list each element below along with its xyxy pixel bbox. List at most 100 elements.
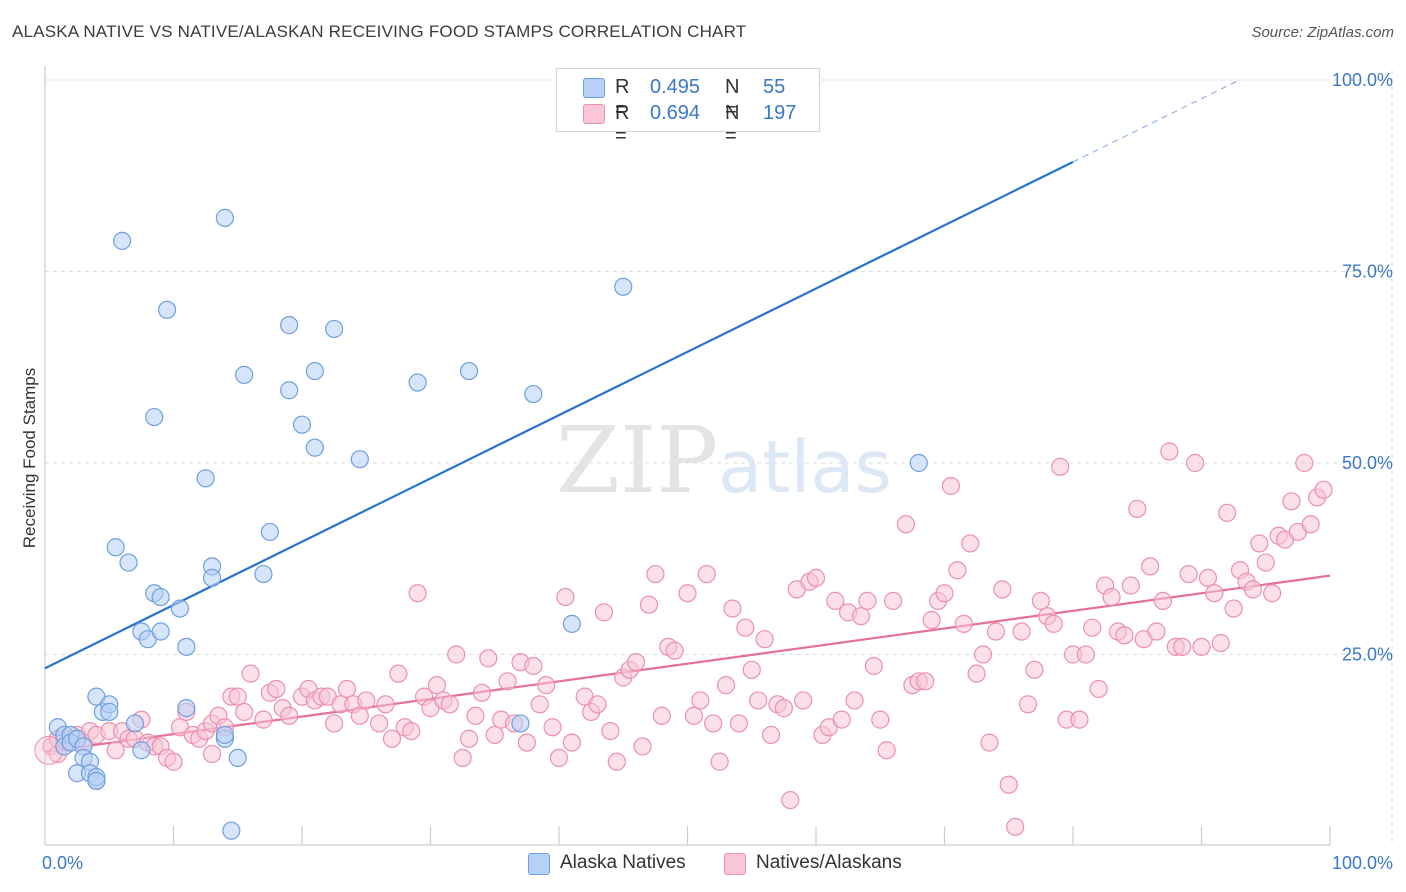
point-natives-alaskans [1070, 710, 1089, 729]
r-value: 0.495 [650, 76, 701, 98]
point-natives-alaskans [633, 737, 652, 756]
point-natives-alaskans [973, 645, 993, 664]
point-natives-alaskans [1243, 580, 1263, 599]
point-natives-alaskans [1192, 637, 1211, 656]
point-alaska-natives [254, 564, 273, 584]
point-natives-alaskans [479, 649, 498, 668]
series-natives-alaskans [34, 442, 1333, 836]
point-natives-alaskans [440, 695, 459, 714]
point-natives-alaskans [106, 741, 125, 760]
point-alaska-natives [562, 614, 581, 633]
point-natives-alaskans [267, 679, 286, 699]
point-natives-alaskans [427, 676, 447, 695]
n-value: 55 [763, 76, 786, 98]
point-natives-alaskans [1153, 591, 1173, 610]
point-natives-alaskans [325, 714, 344, 733]
point-natives-alaskans [1115, 626, 1134, 645]
point-natives-alaskans [684, 706, 704, 725]
point-natives-alaskans [376, 695, 395, 714]
point-natives-alaskans [408, 584, 427, 603]
point-alaska-natives [408, 373, 427, 392]
point-alaska-natives [145, 407, 164, 427]
regression-extension-alaska-natives [1072, 79, 1241, 163]
point-alaska-natives [106, 538, 125, 557]
point-natives-alaskans [941, 476, 961, 496]
point-alaska-natives [614, 277, 633, 296]
point-natives-alaskans [459, 729, 479, 748]
point-natives-alaskans [1102, 587, 1121, 607]
point-natives-alaskans [1198, 568, 1218, 588]
point-natives-alaskans [704, 714, 723, 733]
point-natives-alaskans [1089, 679, 1108, 699]
point-natives-alaskans [517, 733, 536, 752]
point-natives-alaskans [1179, 564, 1198, 584]
r-value: 0.694 [650, 102, 701, 124]
stats-swatch-pink [583, 104, 605, 124]
point-natives-alaskans [652, 706, 671, 725]
point-natives-alaskans [164, 752, 183, 771]
point-natives-alaskans [453, 748, 472, 768]
point-natives-alaskans [498, 672, 517, 691]
point-natives-alaskans [1076, 645, 1095, 664]
point-natives-alaskans [742, 660, 761, 679]
point-natives-alaskans [678, 584, 697, 603]
point-alaska-natives [524, 384, 543, 404]
point-alaska-natives [112, 231, 132, 250]
point-natives-alaskans [485, 725, 504, 745]
point-natives-alaskans [710, 752, 729, 771]
point-natives-alaskans [896, 515, 916, 534]
point-natives-alaskans [864, 656, 883, 676]
point-alaska-natives [196, 469, 215, 488]
point-alaska-natives [280, 316, 299, 335]
point-alaska-natives [292, 415, 312, 434]
point-natives-alaskans [871, 710, 890, 729]
n-label: N = [725, 102, 740, 147]
point-natives-alaskans [228, 687, 247, 706]
point-alaska-natives [215, 208, 234, 227]
y-tick-label: 75.0% [1342, 262, 1393, 282]
point-natives-alaskans [1025, 660, 1044, 679]
point-natives-alaskans [1263, 584, 1282, 603]
legend-swatch-blue [528, 853, 550, 875]
point-natives-alaskans [280, 706, 299, 725]
point-alaska-natives [125, 714, 145, 733]
point-natives-alaskans [562, 733, 581, 752]
point-natives-alaskans [607, 752, 626, 771]
point-natives-alaskans [697, 564, 716, 584]
point-natives-alaskans [646, 564, 665, 584]
point-natives-alaskans [729, 714, 749, 733]
y-axis-label: Receiving Food Stamps [20, 367, 39, 549]
point-alaska-natives [280, 381, 299, 400]
point-natives-alaskans [1282, 492, 1301, 511]
point-alaska-natives [235, 365, 254, 385]
watermark-atlas: atlas [718, 425, 892, 509]
series-alaska-natives [48, 208, 928, 840]
point-natives-alaskans [556, 587, 575, 607]
axes [44, 66, 1331, 846]
point-natives-alaskans [935, 584, 954, 603]
point-natives-alaskans [337, 679, 357, 699]
point-alaska-natives [215, 725, 234, 745]
point-natives-alaskans [1185, 453, 1205, 473]
point-natives-alaskans [543, 718, 562, 737]
chart-title: ALASKA NATIVE VS NATIVE/ALASKAN RECEIVIN… [12, 22, 747, 41]
point-alaska-natives [350, 450, 369, 469]
point-natives-alaskans [1211, 633, 1230, 653]
point-natives-alaskans [447, 645, 466, 664]
point-alaska-natives [132, 741, 151, 760]
point-alaska-natives [228, 748, 247, 768]
y-tick-label: 25.0% [1342, 645, 1393, 665]
point-natives-alaskans [967, 664, 986, 683]
point-natives-alaskans [723, 599, 742, 618]
point-natives-alaskans [524, 656, 543, 676]
point-natives-alaskans [1012, 622, 1031, 641]
point-natives-alaskans [1256, 553, 1275, 572]
point-alaska-natives [170, 599, 190, 618]
point-natives-alaskans [626, 653, 646, 672]
point-natives-alaskans [993, 580, 1012, 599]
point-alaska-natives [459, 361, 479, 381]
point-natives-alaskans [537, 676, 556, 695]
point-alaska-natives [305, 438, 324, 457]
point-natives-alaskans [999, 775, 1018, 794]
